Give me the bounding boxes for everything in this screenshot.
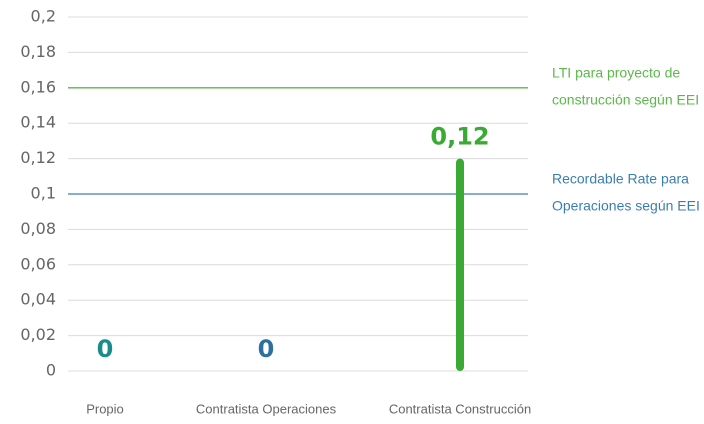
value-label: 0: [97, 335, 114, 363]
y-tick-label: 0,08: [20, 219, 56, 238]
y-tick-label: 0,1: [31, 184, 56, 203]
y-tick-label: 0,2: [31, 7, 56, 26]
value-label: 0,12: [430, 123, 489, 151]
x-tick-label: Contratista Operaciones: [196, 401, 337, 416]
y-tick-label: 0: [46, 361, 56, 380]
reference-label: LTI para proyecto de: [552, 65, 680, 81]
y-tick-label: 0,14: [20, 113, 56, 132]
y-tick-label: 0,16: [20, 77, 56, 96]
reference-label: Operaciones según EEI: [552, 198, 700, 214]
x-tick-label: Contratista Construcción: [389, 401, 531, 416]
reference-label: Recordable Rate para: [552, 171, 689, 187]
y-tick-label: 0,12: [20, 148, 56, 167]
reference-label: construcción según EEI: [552, 92, 699, 108]
x-tick-label: Propio: [86, 401, 124, 416]
y-tick-label: 0,06: [20, 254, 56, 273]
y-tick-label: 0,02: [20, 325, 56, 344]
y-tick-label: 0,04: [20, 290, 56, 309]
value-label: 0: [258, 335, 275, 363]
y-tick-label: 0,18: [20, 42, 56, 61]
